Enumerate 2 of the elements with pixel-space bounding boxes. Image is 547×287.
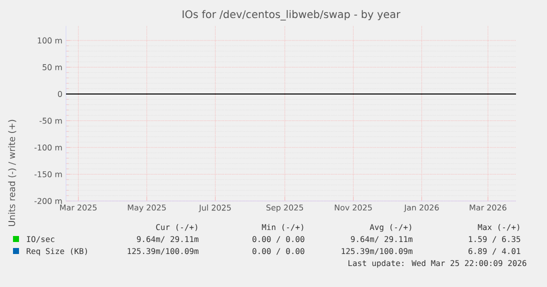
- y-axis-title: Units read (-) / write (+): [8, 120, 16, 226]
- chart-title: IOs for /dev/centos_libweb/swap - by year: [182, 10, 400, 20]
